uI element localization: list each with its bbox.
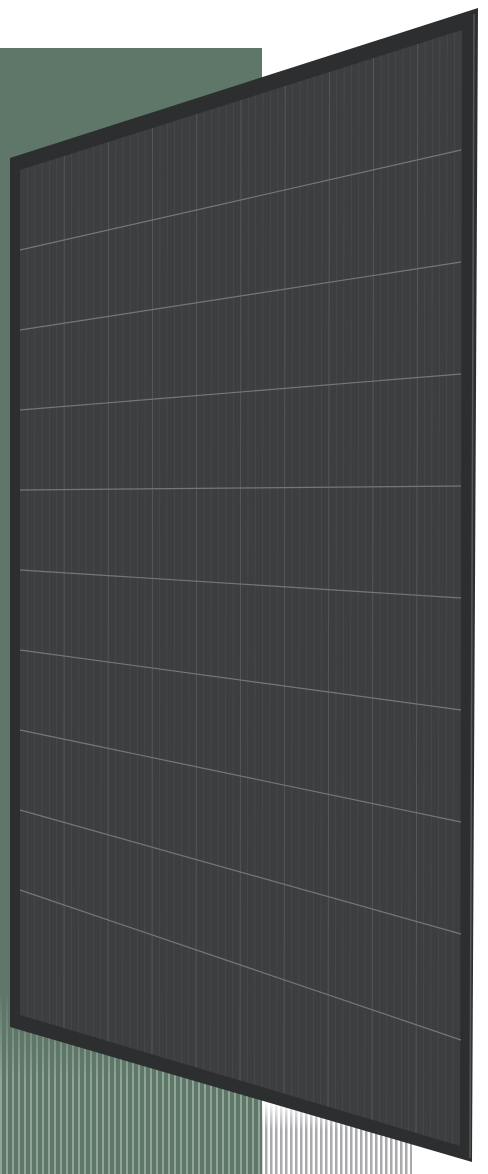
cell-column [158, 125, 161, 1057]
cell-column [342, 67, 345, 1112]
cell-column [290, 83, 293, 1096]
cell-column [364, 60, 367, 1118]
cell-column [239, 99, 242, 1081]
cell-column [217, 106, 220, 1074]
cell-column [210, 109, 212, 1072]
cell-column [136, 132, 139, 1050]
cell-column [452, 32, 456, 1144]
cell-column [371, 57, 375, 1120]
cell-column [224, 104, 227, 1077]
cell-column [386, 53, 389, 1125]
cell-column [298, 81, 301, 1098]
cell-row [19, 149, 462, 251]
cell-column [166, 123, 168, 1059]
cell-column [444, 34, 448, 1142]
cell-row [19, 261, 462, 331]
cell-grid [19, 32, 462, 1144]
cell-column [408, 46, 411, 1131]
cell-row [19, 569, 462, 599]
cell-column [144, 130, 146, 1053]
cell-row [19, 809, 462, 935]
cell-column [246, 97, 249, 1083]
cell-column [430, 39, 433, 1138]
cell-column [437, 36, 441, 1140]
cell-column [415, 43, 419, 1133]
cell-column [276, 88, 279, 1092]
cell-column [334, 69, 338, 1109]
cell-row [19, 889, 462, 1041]
cell-row [19, 373, 462, 411]
cell-row [19, 729, 462, 823]
cell-row [19, 485, 462, 491]
cell-column [400, 48, 404, 1129]
cell-column [378, 55, 382, 1122]
cell-column [173, 120, 176, 1061]
cell-row [19, 649, 462, 711]
cell-column [151, 127, 154, 1055]
cell-column [422, 41, 426, 1136]
cell-column [261, 92, 264, 1088]
cell-column [283, 85, 286, 1094]
cell-column [188, 116, 190, 1066]
cell-column [195, 113, 198, 1068]
frame-edge [469, 13, 475, 1159]
cell-column [268, 90, 271, 1090]
cell-column [254, 95, 257, 1085]
cell-column [312, 76, 316, 1103]
cell-column [129, 134, 131, 1048]
cell-column [349, 64, 352, 1114]
cell-column [393, 50, 397, 1127]
cell-column [180, 118, 183, 1064]
cell-column [232, 102, 235, 1079]
cell-column [202, 111, 205, 1070]
cell-column [356, 62, 360, 1116]
cell-column [305, 78, 308, 1101]
